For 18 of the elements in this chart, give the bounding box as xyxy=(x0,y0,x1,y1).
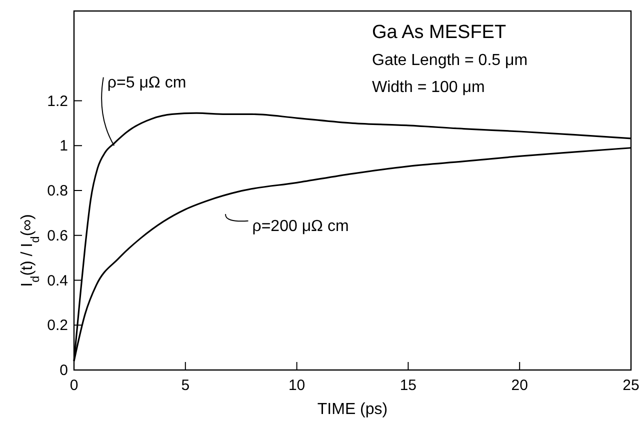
annotation: Gate Length = 0.5 μm xyxy=(372,52,528,69)
y-tick-label: 0 xyxy=(60,362,68,379)
series-label: ρ=5 μΩ cm xyxy=(107,74,186,92)
x-axis-title: TIME (ps) xyxy=(317,401,388,418)
y-tick-label: 1.2 xyxy=(47,92,68,110)
y-tick-label: 0.2 xyxy=(47,317,68,334)
annotation: Ga As MESFET xyxy=(372,22,506,43)
y-tick-label: 0.4 xyxy=(47,272,68,290)
y-tick-label: 0.8 xyxy=(47,182,68,200)
y-tick-label: 1 xyxy=(60,138,68,155)
legend-label: ρ=200 μΩ cm xyxy=(252,218,349,235)
annotation: Width = 100 μm xyxy=(372,79,485,96)
x-tick-label: 5 xyxy=(181,377,190,394)
x-tick-label: 15 xyxy=(400,377,417,394)
y-tick-label: 0.6 xyxy=(47,227,68,244)
x-tick-label: 25 xyxy=(622,377,639,394)
x-tick-label: 20 xyxy=(511,377,528,394)
x-tick-label: 10 xyxy=(288,377,306,394)
